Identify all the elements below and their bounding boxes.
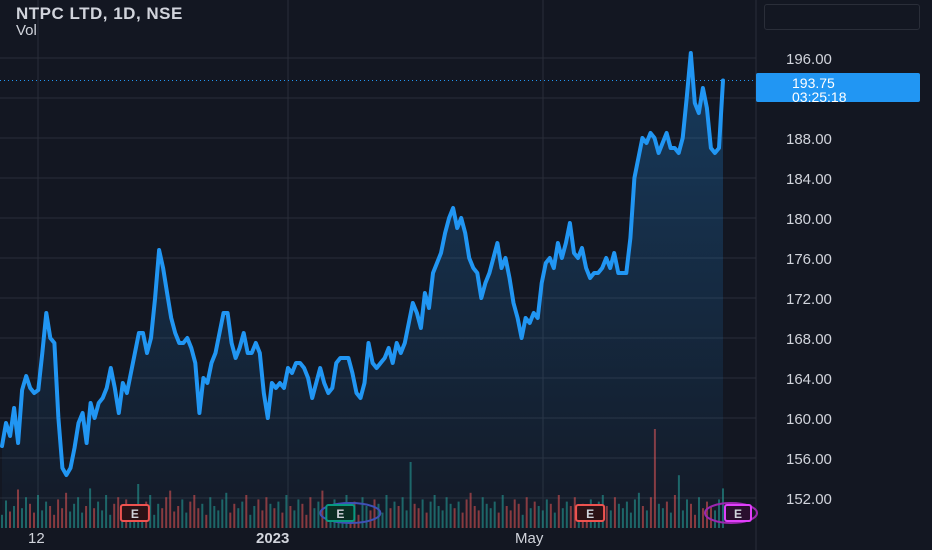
bar-countdown: 03:25:18	[792, 89, 847, 105]
top-right-panel[interactable]	[764, 4, 920, 30]
event-marker-dividend: E	[319, 502, 382, 524]
y-tick-label: 172.00	[786, 291, 832, 308]
event-marker-label: E	[734, 507, 742, 521]
event-marker-label: E	[586, 507, 594, 521]
time-axis: 12 2023 May	[28, 530, 544, 547]
event-marker-earnings-dividend: E	[704, 502, 758, 524]
x-tick-label: 2023	[256, 530, 289, 547]
y-tick-label: 188.00	[786, 131, 832, 148]
y-tick-label: 152.00	[786, 491, 832, 508]
event-marker-label: E	[131, 507, 139, 521]
y-tick-label: 160.00	[786, 411, 832, 428]
price-area-fill	[2, 53, 723, 528]
y-tick-label: 164.00	[786, 371, 832, 388]
price-line	[0, 51, 725, 477]
event-marker-earnings: E	[119, 504, 150, 522]
last-price-tag: 193.75 03:25:18	[756, 73, 920, 105]
y-tick-label: 184.00	[786, 171, 832, 188]
x-tick-label: May	[515, 530, 544, 547]
event-marker-label: E	[336, 507, 344, 521]
chart-title: NTPC LTD, 1D, NSE	[16, 4, 183, 23]
y-tick-label: 176.00	[786, 251, 832, 268]
x-tick-label: 12	[28, 530, 45, 547]
indicator-label[interactable]: Vol	[16, 22, 37, 39]
y-tick-label: 196.00	[786, 51, 832, 68]
y-tick-label: 180.00	[786, 211, 832, 228]
event-marker-earnings: E	[575, 504, 606, 522]
y-tick-label: 156.00	[786, 451, 832, 468]
last-price-value: 193.75	[792, 75, 835, 91]
y-tick-label: 168.00	[786, 331, 832, 348]
price-axis: 196.00 188.00 184.00 180.00 176.00 172.00 168.…	[786, 51, 832, 508]
